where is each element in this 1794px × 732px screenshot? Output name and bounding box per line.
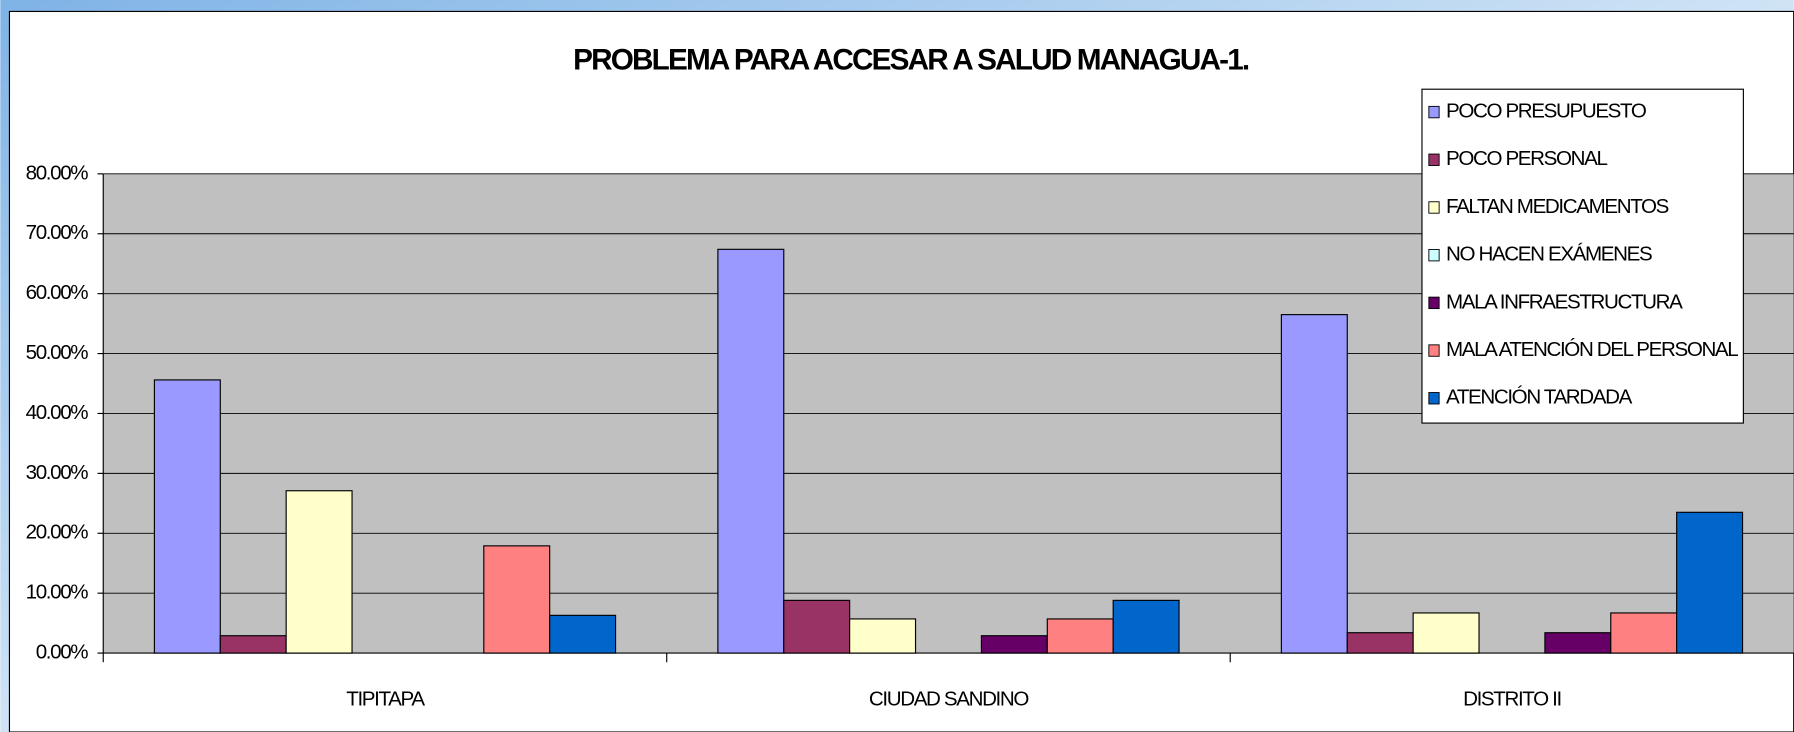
bar: [849, 618, 917, 654]
x-tick-label: TIPITAPA: [346, 687, 425, 710]
bar: [219, 635, 287, 654]
legend-label: MALA INFRAESTRUCTURA: [1446, 290, 1683, 313]
bar: [783, 599, 851, 654]
bar: [1112, 599, 1180, 654]
bar: [717, 248, 785, 654]
legend-label: ATENCIÓN TARDADA: [1446, 386, 1633, 409]
bar: [1544, 632, 1612, 654]
legend-swatch: [1428, 105, 1440, 119]
legend-label: POCO PRESUPUESTO: [1446, 100, 1647, 123]
legend-swatch: [1428, 153, 1440, 166]
y-tick-label: 80.00%: [26, 161, 89, 184]
bar: [483, 545, 551, 654]
legend-swatch: [1428, 344, 1440, 357]
y-tick-label: 20.00%: [26, 521, 89, 544]
bar: [549, 614, 617, 654]
legend-label: FALTAN MEDICAMENTOS: [1446, 195, 1669, 218]
legend-swatch: [1428, 201, 1440, 214]
bar: [153, 379, 221, 654]
chart-title: PROBLEMA PARA ACCESAR A SALUD MANAGUA-1.: [573, 44, 1249, 77]
x-tick-label: DISTRITO II: [1463, 687, 1561, 710]
legend-swatch: [1428, 392, 1440, 405]
bar: [285, 490, 353, 654]
bar: [1412, 612, 1480, 654]
legend-box: [1421, 88, 1744, 424]
bar: [1346, 632, 1414, 654]
y-tick-label: 70.00%: [26, 221, 89, 244]
legend-label: MALA ATENCIÓN DEL PERSONAL: [1446, 338, 1738, 361]
y-tick-label: 50.00%: [26, 341, 89, 364]
legend-swatch: [1428, 248, 1440, 262]
bar: [1046, 618, 1114, 654]
y-tick-label: 0.00%: [36, 641, 89, 664]
bar: [1610, 612, 1678, 654]
x-tick-label: CIUDAD SANDINO: [869, 687, 1030, 710]
bar: [1676, 511, 1744, 654]
bar: [980, 635, 1048, 654]
y-tick-label: 60.00%: [26, 281, 89, 304]
y-tick-label: 40.00%: [26, 401, 89, 424]
legend-label: POCO PERSONAL: [1446, 147, 1607, 170]
legend-swatch: [1428, 296, 1440, 310]
bar: [1280, 314, 1348, 654]
y-tick-label: 10.00%: [26, 581, 89, 604]
legend-label: NO HACEN EXÁMENES: [1446, 243, 1652, 266]
y-tick-label: 30.00%: [26, 461, 89, 484]
